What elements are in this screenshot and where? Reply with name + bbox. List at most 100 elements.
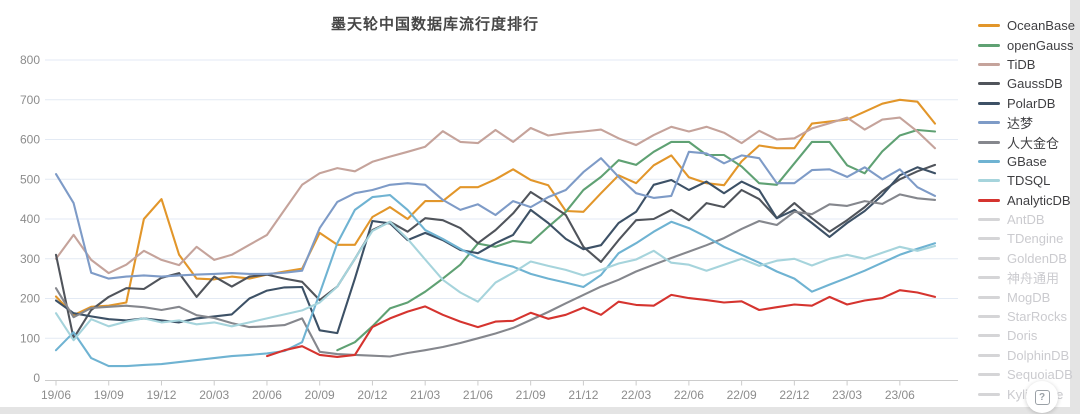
y-axis-tick-label: 500 bbox=[20, 172, 40, 186]
series-line-GBase bbox=[54, 194, 937, 368]
legend-label: GBase bbox=[1007, 153, 1047, 169]
series-line-TiDB bbox=[54, 116, 937, 275]
x-axis-tick-label: 22/09 bbox=[727, 388, 757, 402]
y-axis-tick-label: 300 bbox=[20, 252, 40, 266]
series-line-OceanBase bbox=[54, 98, 937, 317]
legend-item-StarRocks[interactable]: StarRocks bbox=[978, 307, 1070, 326]
help-button[interactable]: ? bbox=[1026, 381, 1058, 413]
legend-line-swatch bbox=[978, 256, 1000, 260]
chart-legend: OceanBase openGauss TiDB GaussDB PolarDB 达梦人大… bbox=[978, 16, 1075, 404]
legend-line-swatch bbox=[978, 159, 1000, 163]
legend-item-AntDB[interactable]: AntDB bbox=[978, 210, 1070, 229]
x-axis-tick-label: 22/06 bbox=[674, 388, 704, 402]
x-axis-tick-label: 23/03 bbox=[832, 388, 862, 402]
legend-item-人大金仓[interactable]: 人大金仓 bbox=[978, 132, 1070, 151]
legend-line-swatch bbox=[978, 43, 1000, 47]
legend-item-PolarDB[interactable]: PolarDB bbox=[978, 94, 1070, 113]
x-axis-tick-label: 22/03 bbox=[621, 388, 651, 402]
legend-label: StarRocks bbox=[1007, 309, 1067, 325]
legend-item-神舟通用[interactable]: 神舟通用 bbox=[978, 268, 1070, 287]
legend-label: SequoiaDB bbox=[1007, 367, 1073, 383]
legend-label: TiDB bbox=[1007, 56, 1036, 72]
legend-line-swatch bbox=[978, 237, 1000, 241]
legend-label: PolarDB bbox=[1007, 95, 1056, 111]
legend-item-达梦[interactable]: 达梦 bbox=[978, 113, 1070, 132]
legend-label: TDengine bbox=[1007, 231, 1064, 247]
y-axis-tick-label: 400 bbox=[20, 212, 40, 226]
legend-line-swatch bbox=[978, 392, 1000, 396]
legend-label: MogDB bbox=[1007, 289, 1051, 305]
legend-item-OceanBase[interactable]: OceanBase bbox=[978, 16, 1075, 35]
legend-label: AnalyticDB bbox=[1007, 192, 1071, 208]
legend-item-SequoiaDB[interactable]: SequoiaDB bbox=[978, 365, 1073, 384]
legend-label: openGauss bbox=[1007, 37, 1074, 53]
legend-label: GoldenDB bbox=[1007, 250, 1067, 266]
legend-line-swatch bbox=[978, 140, 1000, 144]
page-right-edge bbox=[1070, 0, 1080, 414]
legend-label: 人大金仓 bbox=[1007, 135, 1060, 151]
legend-label: 神舟通用 bbox=[1007, 271, 1060, 287]
y-axis-tick-label: 100 bbox=[20, 331, 40, 345]
chart-title: 墨天轮中国数据库流行度排行 bbox=[330, 16, 540, 33]
series-line-达梦 bbox=[54, 150, 937, 280]
legend-label: 达梦 bbox=[1007, 116, 1034, 132]
legend-line-swatch bbox=[978, 24, 1000, 28]
legend-label: Doris bbox=[1007, 328, 1038, 344]
x-axis-tick-label: 19/12 bbox=[146, 388, 176, 402]
y-axis-tick-label: 800 bbox=[20, 53, 40, 67]
series-line-TDSQL bbox=[54, 220, 937, 342]
x-axis-tick-label: 21/06 bbox=[463, 388, 493, 402]
question-mark-icon: ? bbox=[1034, 389, 1050, 405]
legend-item-TDSQL[interactable]: TDSQL bbox=[978, 171, 1070, 190]
legend-item-MogDB[interactable]: MogDB bbox=[978, 287, 1070, 306]
legend-item-AnalyticDB[interactable]: AnalyticDB bbox=[978, 191, 1071, 210]
legend-item-Doris[interactable]: Doris bbox=[978, 326, 1070, 345]
x-axis-tick-label: 20/06 bbox=[252, 388, 282, 402]
legend-line-swatch bbox=[978, 353, 1000, 357]
legend-line-swatch bbox=[978, 82, 1000, 86]
legend-line-swatch bbox=[978, 218, 1000, 222]
line-chart: 0 100 200 300 400 500 600 700 800 19/06 19/09 19/12… bbox=[20, 53, 958, 402]
legend-label: DolphinDB bbox=[1007, 347, 1070, 363]
series-line-GaussDB bbox=[54, 163, 937, 340]
legend-line-swatch bbox=[978, 334, 1000, 338]
legend-item-TiDB[interactable]: TiDB bbox=[978, 55, 1070, 74]
legend-line-swatch bbox=[978, 62, 1000, 66]
legend-label: OceanBase bbox=[1007, 18, 1075, 34]
legend-item-DolphinDB[interactable]: DolphinDB bbox=[978, 346, 1070, 365]
series-line-人大金仓 bbox=[54, 193, 937, 358]
x-axis-tick-label: 20/09 bbox=[305, 388, 335, 402]
legend-item-openGauss[interactable]: openGauss bbox=[978, 35, 1074, 54]
legend-label: GaussDB bbox=[1007, 76, 1063, 92]
x-axis-tick-label: 19/09 bbox=[94, 388, 124, 402]
legend-label: TDSQL bbox=[1007, 173, 1051, 189]
page-bottom-edge bbox=[0, 407, 1072, 414]
x-axis-tick-label: 22/12 bbox=[779, 388, 809, 402]
x-axis-tick-label: 21/09 bbox=[516, 388, 546, 402]
x-axis-tick-label: 23/06 bbox=[885, 388, 915, 402]
y-axis-tick-label: 0 bbox=[33, 371, 40, 385]
y-axis-tick-label: 600 bbox=[20, 133, 40, 147]
y-axis-tick-label: 700 bbox=[20, 93, 40, 107]
legend-line-swatch bbox=[978, 121, 1000, 125]
x-axis-tick-label: 19/06 bbox=[41, 388, 71, 402]
series-line-AnalyticDB bbox=[265, 289, 937, 358]
legend-line-swatch bbox=[978, 315, 1000, 319]
legend-item-GoldenDB[interactable]: GoldenDB bbox=[978, 249, 1070, 268]
x-axis-tick-label: 20/03 bbox=[199, 388, 229, 402]
legend-line-swatch bbox=[978, 198, 1000, 202]
y-axis-tick-label: 200 bbox=[20, 292, 40, 306]
legend-item-GaussDB[interactable]: GaussDB bbox=[978, 74, 1070, 93]
legend-item-TDengine[interactable]: TDengine bbox=[978, 229, 1070, 248]
legend-line-swatch bbox=[978, 276, 1000, 280]
series-line-openGauss bbox=[336, 128, 937, 352]
legend-line-swatch bbox=[978, 101, 1000, 105]
series-line-PolarDB bbox=[54, 166, 937, 335]
x-axis-tick-label: 21/03 bbox=[410, 388, 440, 402]
legend-line-swatch bbox=[978, 373, 1000, 377]
x-axis-tick-label: 20/12 bbox=[357, 388, 387, 402]
legend-line-swatch bbox=[978, 295, 1000, 299]
legend-label: AntDB bbox=[1007, 212, 1045, 228]
legend-item-GBase[interactable]: GBase bbox=[978, 152, 1070, 171]
